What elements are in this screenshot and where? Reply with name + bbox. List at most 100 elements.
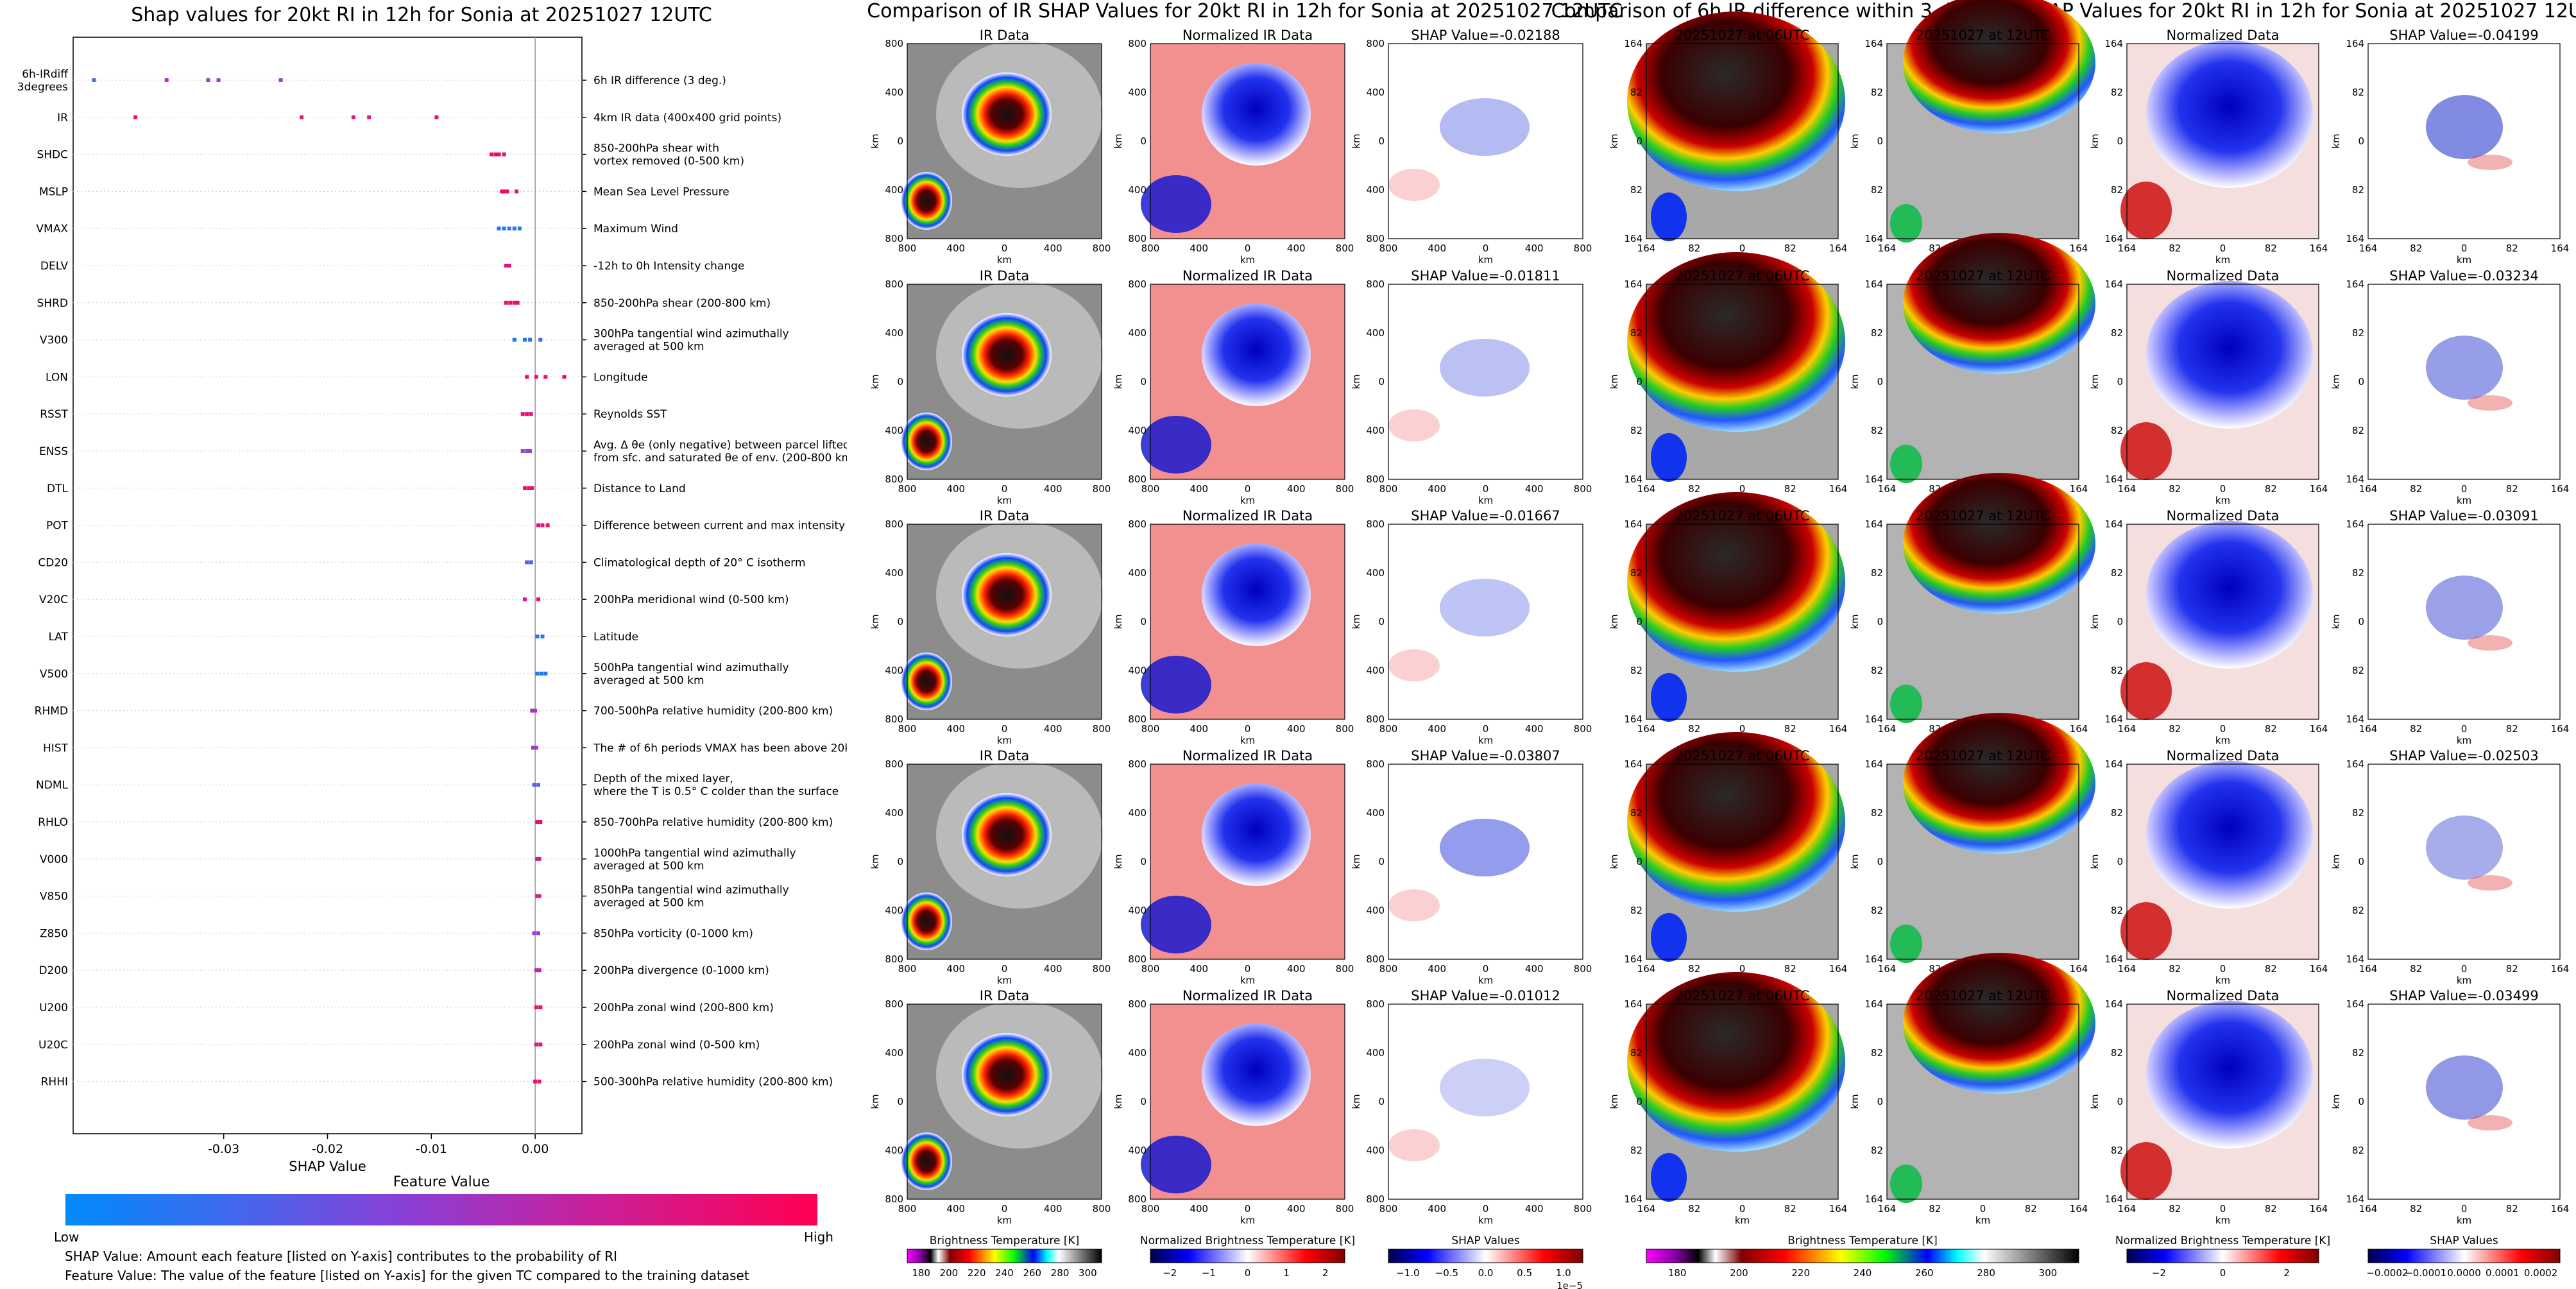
- panel-x-tick: 400: [1428, 963, 1446, 975]
- panel-y-tick: 400: [1128, 1047, 1147, 1059]
- ir-norm-colorbar-tick: 1: [1283, 1267, 1290, 1279]
- panel-y-tick: 400: [1128, 1145, 1147, 1156]
- panel-x-tick: 400: [1525, 723, 1544, 735]
- diff-shap-colorbar-label: SHAP Values: [2430, 1234, 2498, 1247]
- shap-point: [505, 189, 509, 194]
- panel-y-tick: 164: [1864, 953, 1883, 965]
- panel-x-tick: 0: [2220, 723, 2226, 735]
- panel-x-tick: 164: [2359, 963, 2378, 975]
- panel-x-tick: 164: [1829, 483, 1848, 495]
- shap-point: [515, 189, 519, 194]
- panel-x-tick: 164: [2070, 243, 2088, 254]
- panel-frame: [1388, 1003, 1583, 1200]
- panel-y-tick: 82: [2352, 1047, 2364, 1059]
- panel-y-tick: 0: [1636, 135, 1642, 147]
- shap-point: [502, 226, 506, 231]
- panel-y-label: km: [1113, 374, 1124, 389]
- panel-y-tick: 164: [2104, 758, 2123, 770]
- panel-y-tick: 800: [1366, 1193, 1385, 1205]
- panel-y-tick: 800: [885, 998, 903, 1010]
- ir-shap-background: [1388, 524, 1583, 719]
- panel-x-tick: 800: [898, 1203, 917, 1215]
- panel-frame: [1150, 1003, 1345, 1200]
- panel-x-tick: 800: [1574, 723, 1592, 735]
- shap-point: [520, 449, 525, 453]
- feature-name: 6h-IRdiff: [22, 68, 69, 81]
- bt06-small-cloud: [1651, 433, 1687, 482]
- panel-x-tick: 164: [1637, 963, 1656, 975]
- ir-shap-colorbar-tick: −1.0: [1396, 1267, 1419, 1279]
- feature-name: VMAX: [36, 223, 68, 235]
- panel-y-tick: 800: [885, 953, 903, 965]
- panel-x-tick: 0: [2461, 243, 2468, 254]
- panel-y-label: km: [2330, 374, 2342, 389]
- panel-y-tick: 800: [1128, 998, 1147, 1010]
- panel-x-tick: 400: [1190, 723, 1208, 735]
- shap-point: [133, 115, 138, 119]
- panel-y-tick: 164: [2346, 1193, 2364, 1205]
- panel-y-tick: 800: [885, 233, 903, 244]
- panel-y-tick: 0: [2117, 616, 2123, 627]
- panel-x-tick: 164: [2551, 483, 2570, 495]
- panel-y-label: km: [869, 133, 881, 148]
- panel-frame: [907, 43, 1102, 239]
- norm-data-warm: [2120, 182, 2172, 239]
- panel-frame: [907, 524, 1102, 720]
- shap-point: [502, 189, 506, 194]
- panel-y-tick: 400: [885, 807, 903, 819]
- panel-y-tick: 164: [1864, 278, 1883, 290]
- panel-x-tick: 400: [1525, 243, 1544, 254]
- diff-shap-background: [2368, 1004, 2560, 1199]
- shap-point: [543, 671, 548, 676]
- panel-x-tick: 82: [2169, 243, 2181, 254]
- panel-x-tick: 400: [946, 723, 965, 735]
- panel-x-tick: 400: [1044, 963, 1062, 975]
- footnote-feature: Feature Value: The value of the feature …: [65, 1268, 749, 1283]
- panel-x-tick: 82: [2169, 723, 2181, 735]
- panel-y-tick: 82: [2111, 184, 2123, 196]
- x-tick-label: -0.02: [312, 1142, 343, 1156]
- panel-y-tick: 400: [1366, 1047, 1385, 1059]
- diff-bt-colorbar-tick: 260: [1915, 1267, 1934, 1279]
- feature-description: 850hPa tangential wind azimuthally: [593, 884, 789, 897]
- panel-y-label: km: [2089, 133, 2101, 148]
- panel-x-tick: 82: [1784, 963, 1796, 975]
- panel-y-tick: 82: [1871, 567, 1883, 579]
- diff-shap-positive: [2468, 635, 2512, 651]
- panel-x-label: km: [1478, 495, 1493, 506]
- panel-y-tick: 164: [1864, 233, 1883, 244]
- panel-y-label: km: [2330, 854, 2342, 869]
- shap-point: [540, 523, 545, 527]
- diff-shap-positive: [2468, 875, 2512, 891]
- panel-y-tick: 400: [885, 1047, 903, 1059]
- panel-frame: [1388, 764, 1583, 960]
- panel-frame: [1150, 43, 1345, 239]
- panel-x-tick: 400: [1190, 243, 1208, 254]
- diff-bt-colorbar-label: Brightness Temperature [K]: [1787, 1234, 1937, 1247]
- panel-x-tick: 82: [2169, 1203, 2181, 1215]
- panel-frame: [1646, 284, 1839, 480]
- norm-ir-cold-core: [1202, 783, 1311, 886]
- ir-secondary-cloud: [901, 413, 952, 470]
- panel-x-tick: 400: [1287, 1203, 1306, 1215]
- panel-y-tick: 0: [2358, 376, 2364, 388]
- ir-secondary-cloud: [901, 1132, 952, 1190]
- diff-shap-background: [2368, 524, 2560, 719]
- panel-y-tick: 0: [1140, 1096, 1147, 1107]
- panel-y-label: km: [1113, 854, 1124, 869]
- bt06-small-cloud: [1651, 913, 1687, 962]
- bt12-small-cloud: [1890, 925, 1922, 963]
- panel-y-tick: 0: [2117, 135, 2123, 147]
- panel-x-label: km: [2215, 975, 2230, 986]
- panel-x-tick: 0: [1739, 243, 1746, 254]
- panel-y-label: km: [2089, 854, 2101, 869]
- diff-shap-blob: [2426, 336, 2503, 400]
- panel-y-tick: 82: [2352, 87, 2364, 98]
- norm-data-blob: [2146, 761, 2313, 909]
- shap-point: [539, 671, 543, 676]
- panel-y-tick: 82: [2111, 807, 2123, 819]
- panel-y-tick: 0: [1636, 1096, 1642, 1107]
- feature-name: LAT: [48, 631, 68, 644]
- ir-bt-colorbar-tick: 300: [1079, 1267, 1097, 1279]
